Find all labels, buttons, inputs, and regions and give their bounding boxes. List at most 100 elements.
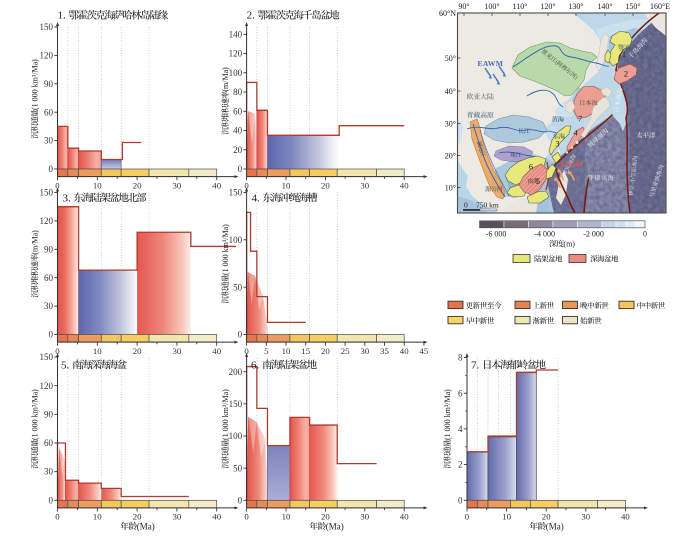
- svg-text:750 km: 750 km: [476, 201, 499, 210]
- svg-text:20: 20: [321, 346, 330, 356]
- svg-text:30: 30: [44, 467, 54, 477]
- svg-text:40: 40: [212, 346, 221, 356]
- svg-text:-: -: [630, 183, 636, 186]
- svg-text:0: 0: [458, 495, 463, 505]
- svg-text:130°: 130°: [568, 2, 583, 11]
- svg-text:EASM: EASM: [561, 160, 584, 169]
- svg-text:10°: 10°: [445, 184, 456, 193]
- svg-text:20: 20: [321, 180, 330, 190]
- svg-text:150: 150: [40, 22, 54, 32]
- svg-text:120: 120: [229, 49, 243, 59]
- svg-text:150: 150: [40, 188, 54, 198]
- svg-text:(Ma): (Ma): [546, 521, 564, 531]
- svg-text:30: 30: [581, 512, 590, 522]
- svg-text:(m/Ma): (m/Ma): [31, 230, 40, 255]
- svg-text:60: 60: [44, 273, 54, 283]
- svg-text:0: 0: [238, 495, 243, 505]
- svg-text:120: 120: [40, 381, 54, 391]
- svg-text:5: 5: [536, 176, 540, 186]
- svg-text:-6 000: -6 000: [486, 230, 507, 239]
- svg-text:90: 90: [44, 409, 54, 419]
- svg-text:2: 2: [458, 460, 463, 470]
- svg-text:30: 30: [173, 346, 182, 356]
- svg-text:100: 100: [229, 431, 243, 441]
- svg-text:120: 120: [40, 216, 54, 226]
- svg-text:1.: 1.: [58, 10, 67, 22]
- svg-text:150: 150: [229, 399, 243, 409]
- svg-text:45: 45: [420, 346, 429, 356]
- svg-text:40: 40: [621, 512, 630, 522]
- svg-text:10: 10: [282, 180, 291, 190]
- svg-text:30°: 30°: [445, 120, 456, 129]
- svg-text:5.: 5.: [61, 359, 70, 371]
- svg-text:(1 000 km³/Ma): (1 000 km³/Ma): [221, 389, 230, 440]
- svg-text:2.: 2.: [247, 10, 256, 22]
- svg-text:100: 100: [229, 68, 243, 78]
- svg-text:0: 0: [238, 164, 243, 174]
- svg-text:40°: 40°: [445, 87, 456, 96]
- svg-text:140: 140: [229, 29, 243, 39]
- svg-text:25: 25: [341, 346, 350, 356]
- svg-text:40: 40: [400, 180, 409, 190]
- svg-text:40: 40: [400, 346, 409, 356]
- svg-text:0: 0: [49, 164, 54, 174]
- svg-text:10: 10: [93, 346, 102, 356]
- svg-text:100: 100: [229, 235, 243, 245]
- svg-text:120: 120: [40, 50, 54, 60]
- svg-text:0: 0: [49, 495, 54, 505]
- svg-text:60: 60: [233, 106, 243, 116]
- svg-text:0: 0: [643, 230, 647, 239]
- svg-text:90°: 90°: [458, 2, 469, 11]
- svg-text:3.: 3.: [63, 192, 72, 204]
- svg-text:(1 000 km³/Ma): (1 000 km³/Ma): [221, 224, 230, 275]
- svg-text:20: 20: [133, 180, 142, 190]
- svg-text:8: 8: [458, 353, 463, 363]
- svg-text:7.: 7.: [471, 359, 480, 371]
- svg-text:20°: 20°: [445, 152, 456, 161]
- svg-text:35: 35: [380, 346, 389, 356]
- svg-text:20: 20: [233, 145, 243, 155]
- svg-text:160°E: 160°E: [650, 2, 670, 11]
- svg-text:6: 6: [529, 162, 533, 172]
- svg-text:2: 2: [624, 69, 628, 79]
- svg-text:60°N: 60°N: [439, 9, 456, 18]
- svg-text:4: 4: [458, 424, 463, 434]
- svg-text:140°: 140°: [597, 2, 612, 11]
- svg-text:30: 30: [360, 346, 369, 356]
- svg-text:150°: 150°: [625, 2, 640, 11]
- svg-text:0: 0: [244, 512, 249, 522]
- svg-text:5: 5: [264, 346, 269, 356]
- svg-text:40: 40: [400, 512, 409, 522]
- svg-text:10: 10: [502, 512, 511, 522]
- svg-text:EAWM: EAWM: [478, 59, 504, 68]
- svg-text:150: 150: [229, 188, 243, 198]
- svg-text:0: 0: [244, 346, 249, 356]
- svg-text:0: 0: [55, 180, 60, 190]
- svg-text:(1 000 km³/Ma): (1 000 km³/Ma): [31, 59, 40, 110]
- svg-text:3: 3: [555, 139, 559, 149]
- svg-text:50: 50: [233, 282, 243, 292]
- svg-text:200: 200: [229, 367, 243, 377]
- svg-text:(m/Ma): (m/Ma): [221, 67, 230, 92]
- svg-text:40: 40: [212, 512, 221, 522]
- svg-text:6.: 6.: [251, 359, 260, 371]
- svg-text:(1 000 km³/Ma): (1 000 km³/Ma): [31, 389, 40, 440]
- svg-text:-4 000: -4 000: [534, 230, 555, 239]
- svg-text:(Ma): (Ma): [137, 521, 155, 531]
- svg-text:1: 1: [622, 49, 626, 59]
- svg-text:10: 10: [93, 512, 102, 522]
- svg-text:30: 30: [173, 512, 182, 522]
- svg-text:20: 20: [321, 512, 330, 522]
- svg-text:(: (: [553, 59, 559, 66]
- svg-text:40: 40: [233, 126, 243, 136]
- svg-text:15: 15: [301, 346, 310, 356]
- svg-text:80: 80: [233, 87, 243, 97]
- svg-text:0: 0: [238, 330, 243, 340]
- svg-text:(Ma): (Ma): [326, 521, 344, 531]
- svg-text:120°: 120°: [540, 2, 555, 11]
- svg-text:50: 50: [233, 463, 243, 473]
- svg-text:30: 30: [44, 136, 54, 146]
- svg-text:10: 10: [93, 180, 102, 190]
- svg-text:100°: 100°: [484, 2, 499, 11]
- svg-text:150: 150: [40, 352, 54, 362]
